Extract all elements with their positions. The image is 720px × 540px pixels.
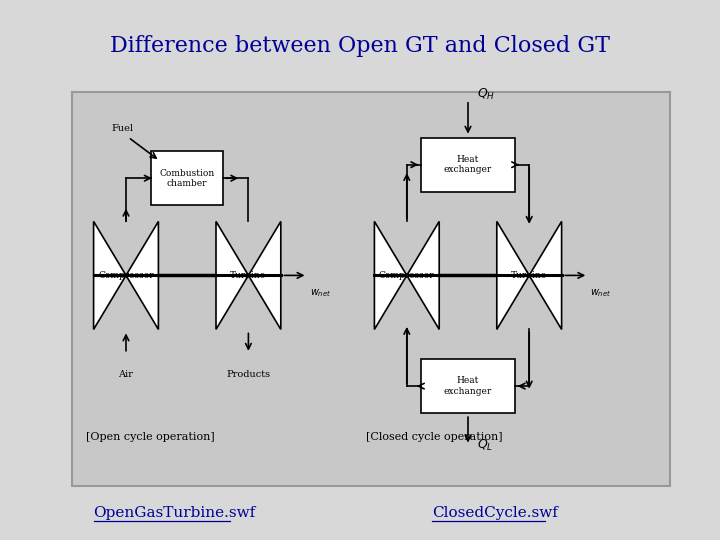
Text: Turbine: Turbine bbox=[511, 271, 547, 280]
Polygon shape bbox=[126, 221, 158, 329]
Bar bbox=[151, 151, 223, 205]
Polygon shape bbox=[497, 221, 529, 329]
Text: Compressor: Compressor bbox=[98, 271, 154, 280]
Text: Heat
exchanger: Heat exchanger bbox=[444, 155, 492, 174]
Text: Compressor: Compressor bbox=[379, 271, 435, 280]
Text: Heat
exchanger: Heat exchanger bbox=[444, 376, 492, 396]
Polygon shape bbox=[374, 221, 407, 329]
Bar bbox=[72, 92, 670, 486]
Text: Combustion
chamber: Combustion chamber bbox=[160, 168, 215, 188]
Text: OpenGasTurbine.swf: OpenGasTurbine.swf bbox=[94, 506, 256, 520]
Polygon shape bbox=[529, 221, 562, 329]
Text: [Closed cycle operation]: [Closed cycle operation] bbox=[366, 433, 503, 442]
Text: $w_{net}$: $w_{net}$ bbox=[310, 287, 331, 299]
Text: [Open cycle operation]: [Open cycle operation] bbox=[86, 433, 215, 442]
Text: Difference between Open GT and Closed GT: Difference between Open GT and Closed GT bbox=[110, 35, 610, 57]
Polygon shape bbox=[248, 221, 281, 329]
Polygon shape bbox=[216, 221, 248, 329]
Bar bbox=[421, 359, 515, 413]
Text: $Q_L$: $Q_L$ bbox=[477, 438, 492, 453]
Text: $Q_H$: $Q_H$ bbox=[477, 87, 495, 102]
Bar bbox=[421, 138, 515, 192]
Text: Air: Air bbox=[119, 370, 133, 379]
Text: $w_{net}$: $w_{net}$ bbox=[590, 287, 612, 299]
Text: ClosedCycle.swf: ClosedCycle.swf bbox=[432, 506, 558, 520]
Polygon shape bbox=[94, 221, 126, 329]
Text: Turbine: Turbine bbox=[230, 271, 266, 280]
Text: Products: Products bbox=[226, 370, 271, 379]
Polygon shape bbox=[407, 221, 439, 329]
Text: Fuel: Fuel bbox=[112, 124, 133, 133]
